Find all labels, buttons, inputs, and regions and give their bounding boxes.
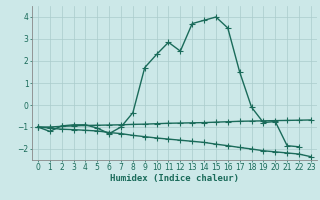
X-axis label: Humidex (Indice chaleur): Humidex (Indice chaleur)	[110, 174, 239, 183]
